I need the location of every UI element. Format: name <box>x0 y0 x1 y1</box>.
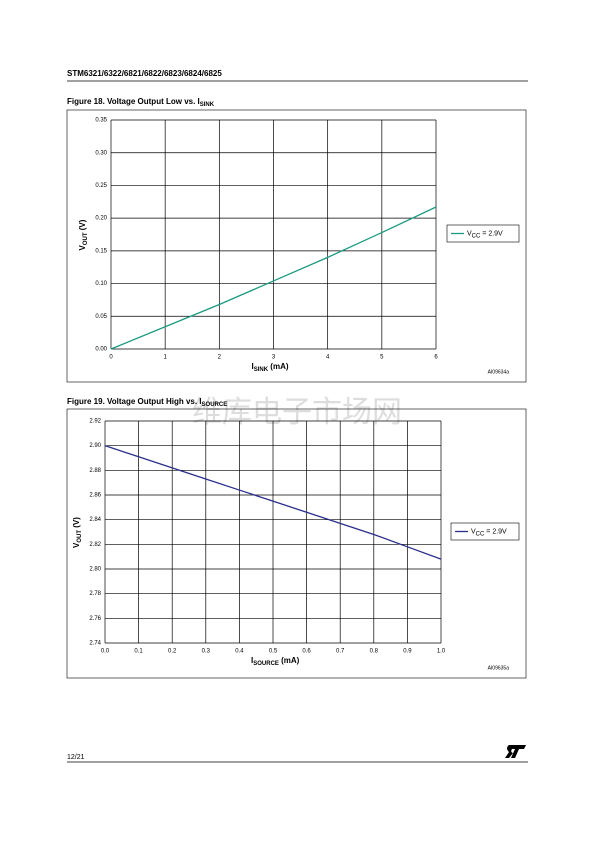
figure-code: AI09634a <box>488 369 510 375</box>
y-axis-label-part: (V) <box>72 517 81 530</box>
data-line <box>110 206 437 350</box>
legend-entry: VCC = 2.9V <box>467 230 503 239</box>
x-axis-label-part: (mA) <box>279 656 300 665</box>
y-tick-label: 2.90 <box>89 443 101 449</box>
header: STM6321/6322/6821/6822/6823/6824/6825 <box>67 69 222 78</box>
x-tick-label: 6 <box>434 355 438 361</box>
x-tick-label: 2 <box>218 355 222 361</box>
y-tick-label: 2.84 <box>89 517 101 523</box>
x-tick-label: 0.7 <box>336 649 345 655</box>
y-tick-label: 2.86 <box>89 493 101 499</box>
y-tick-label: 0.00 <box>95 347 107 353</box>
figure-caption-part: SINK <box>200 102 215 108</box>
watermark: 维库电子市场网 <box>192 395 402 430</box>
y-tick-label: 2.88 <box>89 468 101 474</box>
x-axis-label-part: I <box>252 362 254 371</box>
y-axis-label-part: OUT <box>83 232 89 245</box>
x-tick-label: 0.1 <box>134 649 143 655</box>
figure-caption-part: SOURCE <box>202 402 228 408</box>
legend-entry-part: V <box>471 528 476 535</box>
figure-caption-part: Figure 19. Voltage Output High vs. I <box>67 397 202 406</box>
logo <box>505 745 526 758</box>
y-tick-label: 0.30 <box>95 150 107 156</box>
x-tick-label: 0.8 <box>370 649 379 655</box>
y-axis-label-part: OUT <box>77 530 83 543</box>
y-tick-label: 2.74 <box>89 641 101 647</box>
y-tick-label: 2.78 <box>89 591 101 597</box>
figure-frame <box>66 109 527 383</box>
figure-code: AI09635a <box>488 665 510 671</box>
figure-caption: Figure 18. Voltage Output Low vs. ISINK <box>67 97 215 107</box>
y-axis-label-part: (V) <box>78 219 87 232</box>
x-tick-label: 0.3 <box>202 649 211 655</box>
x-tick-label: 0.5 <box>269 649 278 655</box>
y-axis-label-part: V <box>72 542 81 548</box>
y-tick-label: 2.82 <box>89 542 101 548</box>
x-axis-label-part: SOURCE <box>253 661 279 667</box>
legend-entry-part: V <box>467 230 472 237</box>
legend-entry-part: = 2.9V <box>480 230 503 237</box>
legend-entry-part: CC <box>472 233 481 239</box>
y-axis-label-part: V <box>78 245 87 251</box>
legend-entry: VCC = 2.9V <box>471 528 507 537</box>
y-tick-label: 0.05 <box>95 314 107 320</box>
figure-caption-part: Figure 18. Voltage Output Low vs. I <box>67 97 200 106</box>
x-axis-label: ISOURCE (mA) <box>251 656 300 666</box>
y-tick-label: 2.80 <box>89 567 101 573</box>
figure-frame <box>66 408 527 679</box>
x-tick-label: 0 <box>109 355 113 361</box>
legend-box <box>446 224 520 243</box>
x-axis-label: ISINK (mA) <box>252 362 289 372</box>
figure-caption: Figure 19. Voltage Output High vs. ISOUR… <box>67 397 227 407</box>
y-tick-label: 0.20 <box>95 216 107 222</box>
page-number: 12/21 <box>67 754 85 761</box>
y-axis-label: VOUT (V) <box>72 517 82 548</box>
x-tick-label: 0.2 <box>168 649 177 655</box>
x-axis-label-part: (mA) <box>268 362 289 371</box>
legend-entry-part: = 2.9V <box>484 528 507 535</box>
y-tick-label: 0.10 <box>95 281 107 287</box>
y-axis-label: VOUT (V) <box>78 219 88 250</box>
y-tick-label: 2.92 <box>89 419 101 425</box>
y-tick-label: 0.25 <box>95 183 107 189</box>
legend-entry-part: CC <box>476 531 485 537</box>
x-axis-label-part: I <box>251 656 253 665</box>
x-tick-label: 0.6 <box>302 649 311 655</box>
x-tick-label: 1.0 <box>437 649 446 655</box>
x-axis-label-part: SINK <box>254 367 269 373</box>
x-tick-label: 3 <box>272 355 276 361</box>
x-tick-label: 0.4 <box>235 649 244 655</box>
legend-box <box>450 522 520 541</box>
y-tick-label: 0.15 <box>95 248 107 254</box>
y-tick-label: 2.76 <box>89 616 101 622</box>
y-tick-label: 0.35 <box>95 118 107 124</box>
x-tick-label: 1 <box>163 355 167 361</box>
data-line <box>104 445 442 560</box>
x-tick-label: 0.9 <box>403 649 412 655</box>
x-tick-label: 0.0 <box>101 649 110 655</box>
x-tick-label: 5 <box>380 355 384 361</box>
x-tick-label: 4 <box>326 355 330 361</box>
